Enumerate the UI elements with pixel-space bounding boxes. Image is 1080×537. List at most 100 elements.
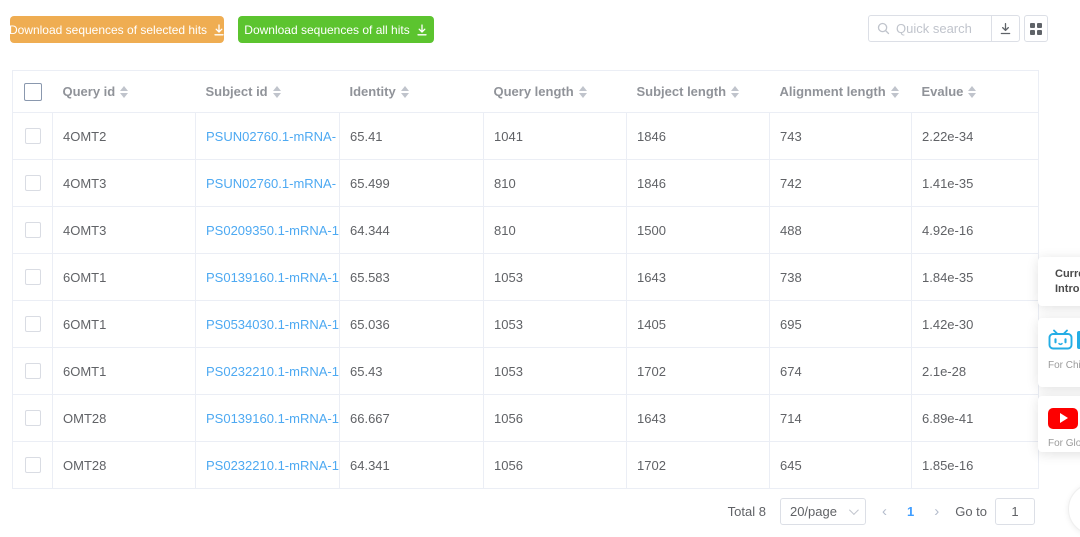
evalue-cell: 4.92e-16: [911, 206, 1039, 254]
query-id-cell: 6OMT1: [52, 253, 196, 301]
floating-widget-button[interactable]: [1068, 483, 1080, 535]
subject-length-cell: 1702: [626, 347, 770, 395]
table-row: 6OMT1 PS0534030.1-mRNA-1 65.036 1053 140…: [12, 300, 1039, 348]
download-icon: [416, 23, 428, 36]
query-length-cell: 1053: [483, 300, 627, 348]
select-all-checkbox[interactable]: [23, 82, 42, 101]
query-length-cell: 1056: [483, 441, 627, 489]
evalue-cell: 1.85e-16: [911, 441, 1039, 489]
alignment-length-cell: 738: [769, 253, 912, 301]
table-body: 4OMT2 PSUN02760.1-mRNA- 65.41 1041 1846 …: [12, 112, 1039, 489]
subject-id-link[interactable]: PS0534030.1-mRNA-1: [206, 316, 339, 332]
table-row: 6OMT1 PS0139160.1-mRNA-1 65.583 1053 164…: [12, 253, 1039, 301]
version-info-card[interactable]: Curre Intro: [1038, 257, 1080, 306]
subject-id-link[interactable]: PS0232210.1-mRNA-1: [206, 363, 339, 379]
alignment-length-cell: 695: [769, 300, 912, 348]
subject-id-link[interactable]: PSUN02760.1-mRNA-: [206, 128, 337, 144]
evalue-cell: 2.22e-34: [911, 112, 1039, 160]
query-id-cell: 4OMT3: [52, 159, 196, 207]
query-id-cell: 6OMT1: [52, 347, 196, 395]
alignment-length-cell: 674: [769, 347, 912, 395]
download-all-label: Download sequences of all hits: [244, 22, 410, 37]
column-header-subject-id: Subject id: [205, 84, 268, 99]
identity-cell: 65.036: [339, 300, 484, 348]
subject-id-link[interactable]: PS0209350.1-mRNA-1: [206, 222, 339, 238]
query-id-cell: OMT28: [52, 394, 196, 442]
page-size-select[interactable]: 20/page: [779, 497, 866, 525]
sort-icon[interactable]: [120, 85, 129, 98]
row-checkbox[interactable]: [24, 128, 41, 144]
grid-icon: [1030, 22, 1042, 35]
table-row: OMT28 PS0139160.1-mRNA-1 66.667 1056 164…: [12, 394, 1039, 442]
table-row: 4OMT2 PSUN02760.1-mRNA- 65.41 1041 1846 …: [12, 112, 1039, 160]
row-checkbox[interactable]: [24, 175, 41, 191]
column-header-evalue: Evalue: [921, 84, 964, 99]
total-count-label: Total 8: [727, 503, 766, 519]
prev-page-button[interactable]: ‹: [881, 502, 887, 520]
sort-icon[interactable]: [968, 85, 977, 98]
subject-length-cell: 1643: [626, 394, 770, 442]
subject-length-cell: 1405: [626, 300, 770, 348]
youtube-icon: [1048, 407, 1078, 429]
query-id-cell: 4OMT3: [52, 206, 196, 254]
youtube-card[interactable]: Y For Glo: [1038, 396, 1080, 452]
table-row: 4OMT3 PSUN02760.1-mRNA- 65.499 810 1846 …: [12, 159, 1039, 207]
query-length-cell: 810: [483, 206, 627, 254]
sort-icon[interactable]: [890, 85, 899, 98]
sort-icon[interactable]: [400, 85, 409, 98]
identity-cell: 66.667: [339, 394, 484, 442]
page-number-1[interactable]: 1: [906, 503, 915, 519]
subject-length-cell: 1702: [626, 441, 770, 489]
row-checkbox[interactable]: [24, 222, 41, 238]
subject-length-cell: 1500: [626, 206, 770, 254]
export-download-icon[interactable]: [991, 16, 1019, 41]
goto-page-input[interactable]: [995, 497, 1035, 525]
evalue-cell: 1.41e-35: [911, 159, 1039, 207]
query-length-cell: 1053: [483, 253, 627, 301]
row-checkbox[interactable]: [24, 410, 41, 426]
table-row: OMT28 PS0232210.1-mRNA-1 64.341 1056 170…: [12, 441, 1039, 489]
quick-search-input[interactable]: [896, 21, 991, 36]
table-tools: [868, 15, 1048, 42]
alignment-length-cell: 488: [769, 206, 912, 254]
evalue-cell: 6.89e-41: [911, 394, 1039, 442]
goto-label: Go to: [955, 503, 987, 519]
query-length-cell: 1041: [483, 112, 627, 160]
subject-id-link[interactable]: PS0139160.1-mRNA-1: [206, 410, 339, 426]
subject-id-link[interactable]: PSUN02760.1-mRNA-: [206, 175, 337, 191]
quick-search-box: [868, 15, 1020, 42]
sort-icon[interactable]: [578, 85, 587, 98]
row-checkbox[interactable]: [24, 457, 41, 473]
identity-cell: 64.344: [339, 206, 484, 254]
query-length-cell: 1056: [483, 394, 627, 442]
download-selected-hits-button[interactable]: Download sequences of selected hits: [9, 16, 225, 43]
download-icon: [213, 23, 225, 36]
evalue-cell: 1.84e-35: [911, 253, 1039, 301]
subject-id-link[interactable]: PS0232210.1-mRNA-1: [206, 457, 339, 473]
identity-cell: 65.583: [339, 253, 484, 301]
download-all-hits-button[interactable]: Download sequences of all hits: [238, 16, 434, 43]
row-checkbox[interactable]: [24, 363, 41, 379]
bilibili-caption: For Chi: [1048, 360, 1080, 371]
alignment-length-cell: 645: [769, 441, 912, 489]
column-header-alignment-length: Alignment length: [779, 84, 886, 99]
row-checkbox[interactable]: [24, 269, 41, 285]
bilibili-card[interactable]: For Chi: [1038, 318, 1080, 387]
alignment-length-cell: 714: [769, 394, 912, 442]
table-row: 6OMT1 PS0232210.1-mRNA-1 65.43 1053 1702…: [12, 347, 1039, 395]
query-length-cell: 1053: [483, 347, 627, 395]
page-size-value: 20/page: [789, 503, 837, 519]
version-card-line2: Intro: [1055, 283, 1080, 295]
sort-icon[interactable]: [272, 85, 281, 98]
row-checkbox[interactable]: [24, 316, 41, 332]
youtube-caption: For Glo: [1048, 438, 1080, 449]
chevron-down-icon: [848, 504, 859, 515]
next-page-button[interactable]: ›: [934, 502, 940, 520]
blast-hits-table: Query id Subject id Identity Query lengt…: [12, 70, 1039, 489]
table-row: 4OMT3 PS0209350.1-mRNA-1 64.344 810 1500…: [12, 206, 1039, 254]
bilibili-icon: [1048, 329, 1073, 351]
column-settings-button[interactable]: [1024, 15, 1048, 42]
version-card-line1: Curre: [1055, 268, 1080, 280]
sort-icon[interactable]: [731, 85, 740, 98]
subject-id-link[interactable]: PS0139160.1-mRNA-1: [206, 269, 339, 285]
